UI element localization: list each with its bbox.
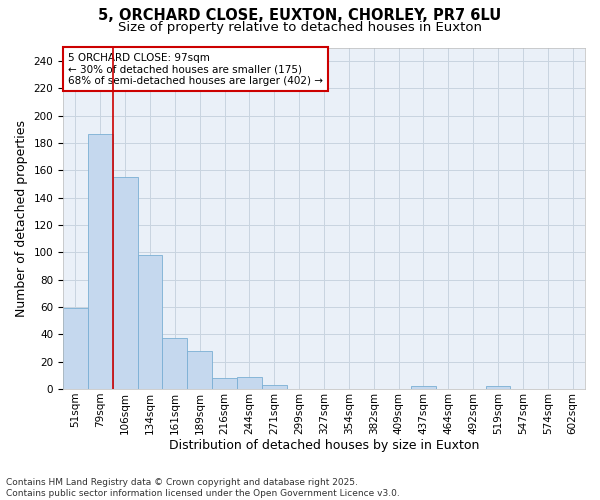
Text: 5 ORCHARD CLOSE: 97sqm
← 30% of detached houses are smaller (175)
68% of semi-de: 5 ORCHARD CLOSE: 97sqm ← 30% of detached… <box>68 52 323 86</box>
Bar <box>163 338 187 389</box>
Bar <box>237 376 262 389</box>
Bar <box>262 385 287 389</box>
X-axis label: Distribution of detached houses by size in Euxton: Distribution of detached houses by size … <box>169 440 479 452</box>
Y-axis label: Number of detached properties: Number of detached properties <box>15 120 28 317</box>
Bar <box>88 134 113 389</box>
Text: 5, ORCHARD CLOSE, EUXTON, CHORLEY, PR7 6LU: 5, ORCHARD CLOSE, EUXTON, CHORLEY, PR7 6… <box>98 8 502 22</box>
Bar <box>63 308 88 389</box>
Text: Contains HM Land Registry data © Crown copyright and database right 2025.
Contai: Contains HM Land Registry data © Crown c… <box>6 478 400 498</box>
Bar <box>137 255 163 389</box>
Bar <box>187 351 212 389</box>
Text: Size of property relative to detached houses in Euxton: Size of property relative to detached ho… <box>118 21 482 34</box>
Bar <box>113 178 137 389</box>
Bar <box>485 386 511 389</box>
Bar <box>411 386 436 389</box>
Bar <box>212 378 237 389</box>
